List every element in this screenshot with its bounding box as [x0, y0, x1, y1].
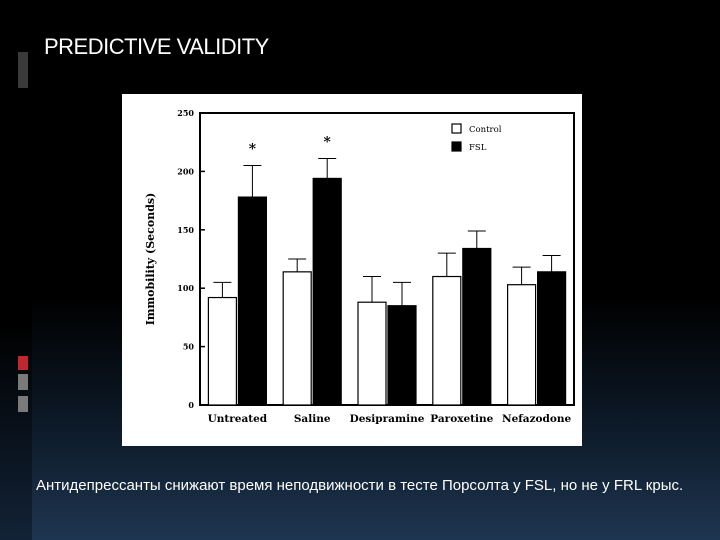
legend-swatch-fsl [451, 141, 462, 152]
decor-block [18, 374, 28, 390]
bar-control [432, 275, 462, 406]
bar-fsl [237, 196, 268, 406]
decor-block [18, 356, 28, 370]
bar-control [282, 271, 312, 406]
slide-caption: Антидепрессанты снижают время неподвижно… [36, 477, 684, 494]
x-tick-label: Untreated [208, 413, 268, 425]
chart-svg: 0 50 100 150 200 250 Immobility (Seconds) * Untr… [144, 108, 575, 425]
bar-control [507, 284, 537, 406]
y-axis-label: Immobility (Seconds) [144, 193, 157, 326]
decor-block [18, 52, 28, 88]
y-tick-label: 250 [177, 108, 194, 118]
y-tick-label: 0 [188, 400, 194, 410]
left-decor-strip [0, 0, 32, 540]
x-tick-label: Desipramine [350, 413, 425, 425]
plot-frame [199, 112, 575, 406]
y-tick-label: 200 [177, 166, 194, 176]
y-tick-label: 100 [177, 283, 194, 293]
bar-fsl [537, 271, 567, 406]
significance-marker: * [324, 135, 332, 151]
x-tick-label: Nefazodone [502, 413, 572, 425]
significance-marker: * [249, 142, 257, 158]
x-tick-label: Paroxetine [430, 413, 493, 425]
bar-fsl [462, 247, 492, 406]
chart-figure: 0 50 100 150 200 250 Immobility (Seconds) * Untr… [122, 94, 582, 446]
bar-control [357, 301, 387, 406]
legend-label: Control [469, 125, 502, 135]
legend-swatch-control [451, 123, 462, 134]
bar-control [207, 296, 238, 406]
y-tick-label: 150 [177, 225, 194, 235]
bar-fsl [387, 305, 417, 406]
bar-fsl [312, 177, 342, 406]
x-tick-label: Saline [294, 413, 331, 425]
legend-label: FSL [469, 143, 487, 153]
decor-block [18, 396, 28, 412]
slide-title: PREDICTIVE VALIDITY [44, 34, 269, 59]
y-tick-label: 50 [183, 342, 195, 352]
